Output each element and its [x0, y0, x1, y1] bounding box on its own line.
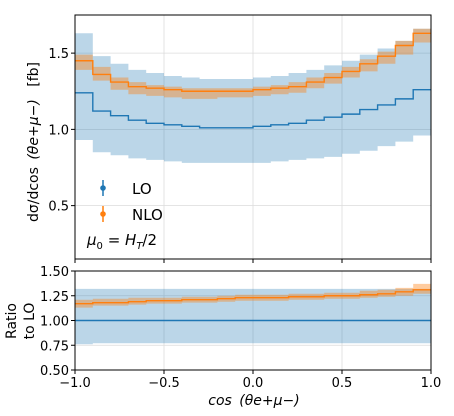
- legend-lo-marker: [100, 185, 106, 191]
- legend-nlo-marker: [100, 211, 106, 217]
- legend-lo-label: LO: [132, 180, 152, 198]
- legend-nlo-label: NLO: [132, 206, 163, 224]
- main-band-lo: [75, 28, 431, 163]
- xtick-label-2: 0.0: [243, 376, 264, 391]
- xtick-label-1: −0.5: [148, 376, 180, 391]
- xtick-label-4: 1.0: [421, 376, 442, 391]
- legend-entry-lo: LO: [100, 180, 152, 198]
- legend-entry-nlo: NLO: [100, 206, 163, 224]
- ratio-ytick-label-4: 1.50: [40, 265, 69, 280]
- ratio-line-nlo: [75, 289, 431, 305]
- xtick-label-3: 0.5: [332, 376, 353, 391]
- main-panel: 0.5 1.0 1.5: [48, 14, 432, 263]
- main-ytick-label-0: 0.5: [48, 200, 69, 215]
- ratio-ytick-label-2: 1.00: [40, 315, 69, 330]
- ratio-ytick-label-3: 1.25: [40, 290, 69, 305]
- ratio-panel: 0.50 0.75 1.00 1.25 1.50 −1.0 −0.5 0.0 0.5 1.0: [40, 265, 441, 391]
- xlabel: cos (θe+μ−): [208, 393, 300, 409]
- legend: LO NLO μ0 = HT/2: [86, 180, 163, 252]
- main-band-nlo: [75, 28, 431, 99]
- main-line-lo: [75, 89, 431, 129]
- ratio-band-nlo: [75, 283, 431, 308]
- main-ytick-label-1: 1.0: [48, 123, 69, 138]
- ratio-ytick-label-1: 0.75: [40, 339, 69, 354]
- scale-annotation: μ0 = HT/2: [86, 231, 157, 252]
- main-ytick-label-2: 1.5: [48, 47, 69, 62]
- ratio-ylabel-line2: to LO: [22, 303, 38, 340]
- ratio-band-lo: [75, 288, 431, 345]
- main-ylabel: dσ/dcos (θe+μ−) [fb]: [26, 62, 42, 222]
- ratio-ytick-label-0: 0.50: [40, 364, 69, 379]
- main-line-nlo: [75, 32, 431, 92]
- xtick-label-0: −1.0: [59, 376, 91, 391]
- ratio-ylabel-line1: Ratio: [4, 303, 20, 339]
